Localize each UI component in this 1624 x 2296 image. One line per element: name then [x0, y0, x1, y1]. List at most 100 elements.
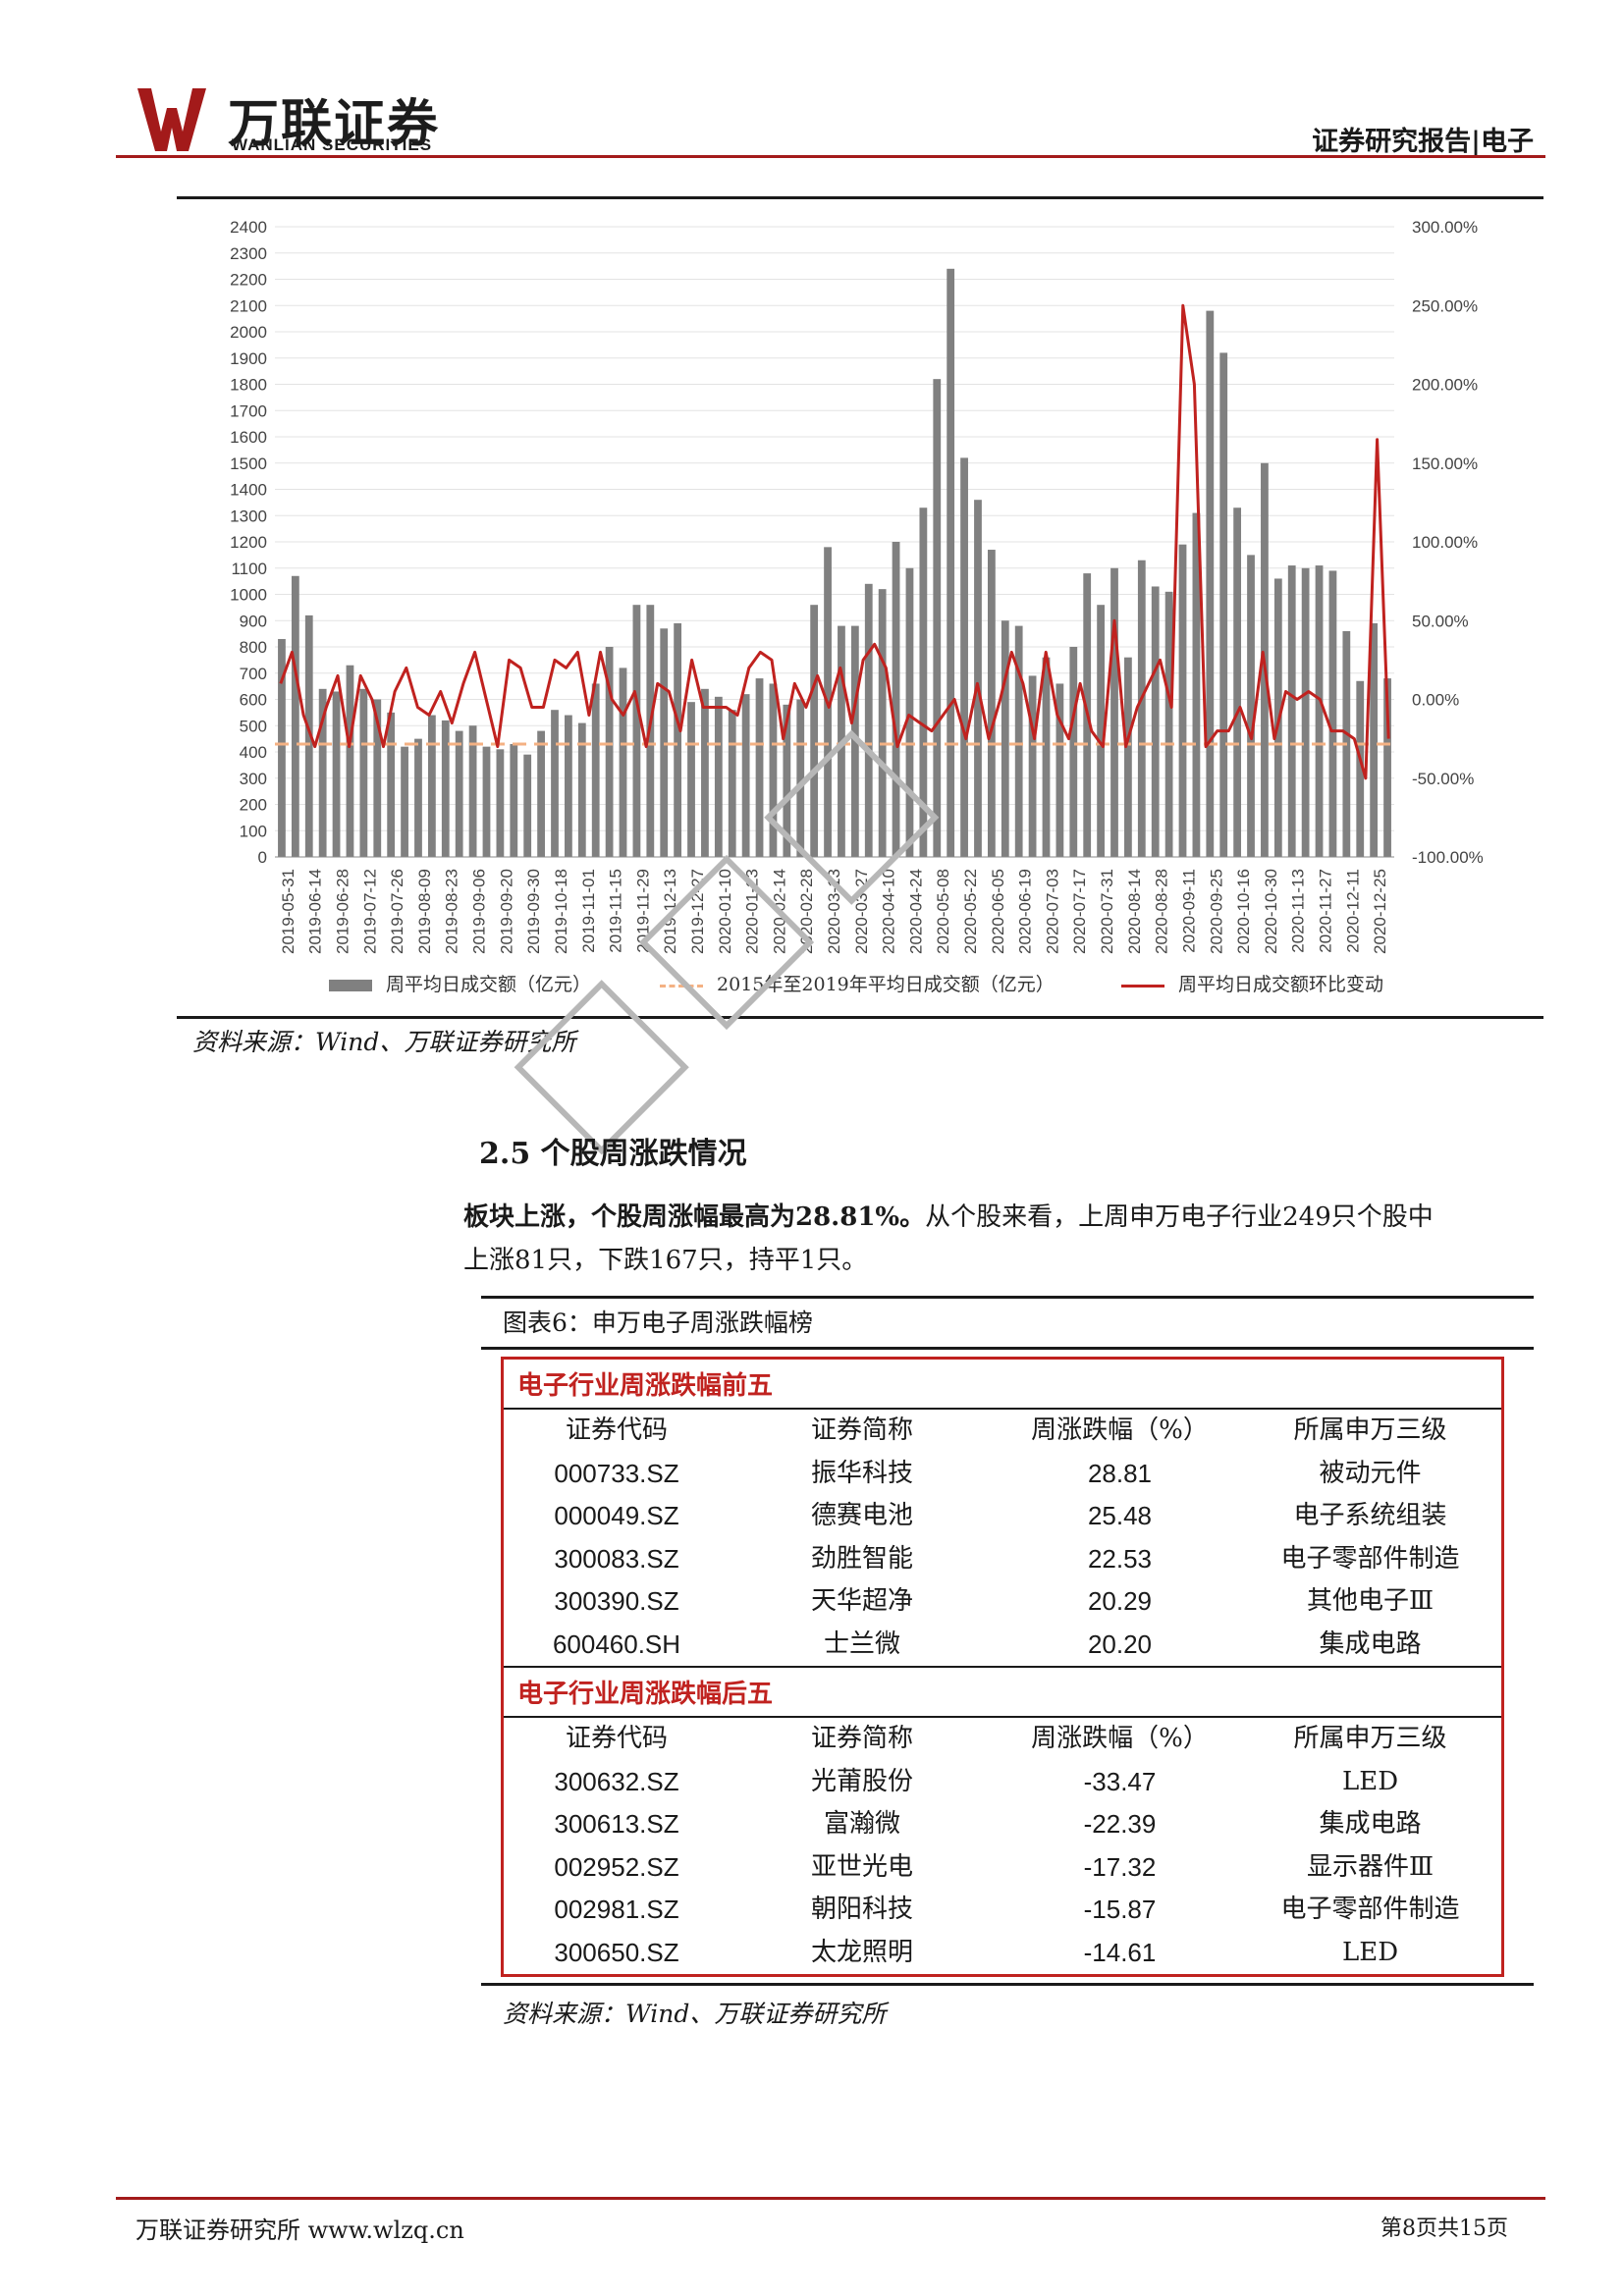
- top-five-column-header: 周涨跌幅（%）: [1031, 1415, 1209, 1445]
- figure-title: 图表6：申万电子周涨跌幅榜: [503, 1308, 813, 1337]
- x-tick-label: 2020-08-28: [1153, 869, 1171, 954]
- top-five-cell: 28.81: [1087, 1458, 1153, 1488]
- y2-tick-label: -50.00%: [1412, 770, 1474, 788]
- bottom-five-cell: -15.87: [1083, 1895, 1157, 1924]
- report-category: 证券研究报告|电子: [1312, 127, 1534, 157]
- bottom-five-cell: 电子零部件制造: [1280, 1895, 1460, 1924]
- bar: [947, 268, 955, 857]
- figure-top-rule: [481, 1296, 1534, 1299]
- bar: [510, 743, 518, 857]
- x-tick-label: 2019-07-12: [360, 869, 379, 954]
- bar: [441, 720, 450, 857]
- chart-legend: 周平均日成交额（亿元）: [329, 970, 591, 996]
- y2-tick-label: 50.00%: [1412, 612, 1469, 630]
- y-tick-label: 300: [240, 770, 267, 788]
- bar: [1069, 647, 1078, 857]
- bar: [1219, 352, 1228, 857]
- paragraph-lead: 板块上涨，个股周涨幅最高为28.81%。: [463, 1202, 926, 1232]
- bar: [960, 457, 968, 857]
- bar: [1370, 622, 1379, 857]
- bar: [1247, 555, 1255, 857]
- y-tick-label: 500: [240, 717, 267, 735]
- bar: [632, 605, 641, 857]
- bottom-five-grid: 证券代码 证券简称 周涨跌幅（%） 所属申万三级 300632.SZ 光莆股份 -33.47…: [504, 1718, 1501, 1974]
- x-tick-label: 2020-09-11: [1179, 869, 1198, 953]
- bar: [373, 699, 382, 857]
- bar: [427, 715, 436, 857]
- bar: [933, 379, 942, 857]
- top-five-cell: 电子零部件制造: [1280, 1543, 1460, 1574]
- y-tick-label: 700: [240, 665, 267, 683]
- y-tick-label: 800: [240, 638, 267, 657]
- x-tick-label: 2020-09-25: [1207, 869, 1225, 954]
- y-tick-label: 600: [240, 691, 267, 710]
- x-tick-label: 2020-07-17: [1070, 869, 1089, 954]
- section-paragraph: 板块上涨，个股周涨幅最高为28.81%。从个股来看，上周申万电子行业249只个股…: [463, 1196, 1534, 1282]
- x-tick-label: 2020-10-16: [1234, 869, 1253, 954]
- bar: [455, 730, 463, 857]
- bar: [537, 730, 545, 857]
- bottom-five-column-header: 周涨跌幅（%）: [1031, 1724, 1209, 1753]
- y2-tick-label: 0.00%: [1412, 691, 1459, 710]
- bottom-five-cell: 朝阳科技: [810, 1895, 913, 1924]
- x-tick-label: 2019-09-20: [497, 869, 515, 954]
- x-tick-label: 2020-12-25: [1371, 869, 1389, 954]
- y-tick-label: 100: [240, 822, 267, 840]
- bottom-five-column-header: 证券代码: [565, 1724, 668, 1753]
- y-tick-label: 1900: [230, 349, 267, 368]
- y-tick-label: 2100: [230, 296, 267, 315]
- x-tick-label: 2019-11-01: [579, 869, 598, 953]
- section-title: 2.5 个股周涨跌情况: [479, 1137, 747, 1171]
- y-tick-label: 0: [258, 848, 267, 867]
- paragraph-text-2: 上涨81只，下跌167只，持平1只。: [463, 1246, 868, 1275]
- bottom-five-cell: -33.47: [1083, 1766, 1157, 1796]
- x-tick-label: 2020-07-31: [1098, 869, 1116, 954]
- bar: [387, 712, 396, 857]
- x-tick-label: 2020-05-22: [961, 869, 980, 954]
- y-tick-label: 1400: [230, 481, 267, 500]
- bottom-five-cell: 太龙照明: [810, 1937, 913, 1967]
- top-five-cell: 被动元件: [1319, 1458, 1422, 1488]
- bottom-five-cell: 富瀚微: [823, 1809, 900, 1839]
- bar: [1315, 565, 1324, 857]
- bar: [291, 575, 299, 857]
- y2-tick-label: -100.00%: [1412, 848, 1484, 867]
- page-number: 第8页共15页: [1380, 2216, 1508, 2241]
- bar: [1124, 657, 1132, 857]
- x-tick-label: 2020-11-13: [1289, 869, 1308, 953]
- top-five-cell: 300390.SZ: [554, 1586, 679, 1616]
- bottom-five-cell: 300632.SZ: [554, 1766, 679, 1796]
- bar: [769, 683, 778, 857]
- bottom-five-cell: LED: [1341, 1937, 1399, 1967]
- bottom-five-cell: -22.39: [1083, 1809, 1157, 1839]
- bar: [1097, 605, 1105, 857]
- bar: [523, 754, 532, 857]
- legend-line-swatch: [1121, 984, 1164, 988]
- top-five-cell: 600460.SH: [552, 1629, 681, 1659]
- y-tick-label: 2200: [230, 271, 267, 290]
- bar: [565, 715, 572, 857]
- top-five-cell: 振华科技: [810, 1458, 913, 1488]
- x-tick-label: 2020-01-10: [716, 869, 734, 954]
- figure-title-rule: [481, 1347, 1534, 1350]
- bottom-five-cell: -17.32: [1083, 1851, 1157, 1882]
- bottom-five-cell: 亚世光电: [810, 1851, 913, 1882]
- bar: [741, 694, 750, 857]
- top-five-cell: 集成电路: [1319, 1629, 1422, 1659]
- bar: [892, 542, 900, 857]
- y2-tick-label: 300.00%: [1412, 218, 1478, 237]
- top-five-cell: 000733.SZ: [554, 1458, 679, 1488]
- top-five-cell: 22.53: [1087, 1543, 1153, 1574]
- y-tick-label: 1600: [230, 428, 267, 447]
- bar: [864, 583, 873, 857]
- bottom-five-cell: 002952.SZ: [554, 1851, 679, 1882]
- y-tick-label: 1800: [230, 376, 267, 395]
- bar: [278, 638, 286, 857]
- x-tick-label: 2019-05-31: [279, 869, 298, 954]
- bar: [1383, 678, 1391, 857]
- figure-bottom-rule: [481, 1983, 1534, 1986]
- bottom-five-cell: 光莆股份: [810, 1766, 913, 1796]
- bottom-five-cell: 300613.SZ: [554, 1809, 679, 1839]
- y-tick-label: 200: [240, 796, 267, 815]
- legend-bar-label: 周平均日成交额（亿元）: [386, 974, 592, 995]
